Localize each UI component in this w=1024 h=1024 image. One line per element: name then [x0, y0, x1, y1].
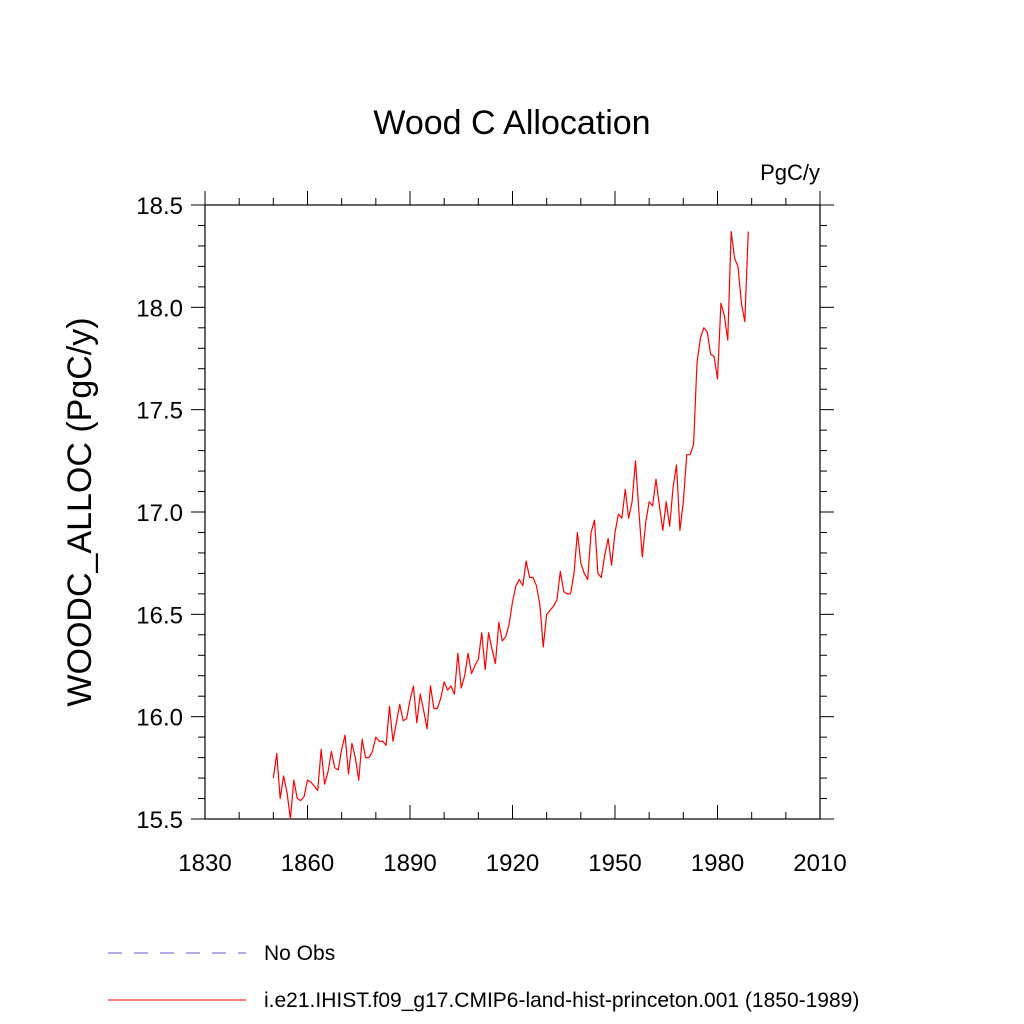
series-line	[272, 231, 749, 820]
units-label: PgC/y	[760, 160, 820, 185]
y-axis-label: WOODC_ALLOC (PgC/y)	[61, 317, 99, 706]
x-tick-label: 1920	[486, 850, 539, 877]
x-tick-label: 1860	[281, 850, 334, 877]
plot-frame	[204, 204, 821, 820]
series-layer	[272, 231, 749, 820]
y-tick-label: 17.0	[136, 500, 183, 527]
x-tick-label: 1980	[691, 850, 744, 877]
axis-ticks	[191, 191, 834, 820]
axis-tick-labels: 1830 1860 1890 1920 1950 1980 2010 15.5 16.0 16.5…	[136, 193, 846, 877]
y-tick-label: 16.0	[136, 705, 183, 732]
legend-label-no-obs: No Obs	[264, 942, 335, 965]
y-tick-label: 18.0	[136, 295, 183, 322]
y-tick-label: 16.5	[136, 602, 183, 629]
chart-title: Wood C Allocation	[373, 104, 650, 142]
x-tick-label: 1950	[588, 850, 641, 877]
legend: No Obs i.e21.IHIST.f09_g17.CMIP6-land-hi…	[108, 942, 859, 1012]
x-tick-label: 1890	[383, 850, 436, 877]
x-tick-label: 1830	[178, 850, 231, 877]
x-tick-label: 2010	[793, 850, 846, 877]
legend-label-model-run: i.e21.IHIST.f09_g17.CMIP6-land-hist-prin…	[264, 989, 859, 1012]
y-tick-label: 18.5	[136, 193, 183, 220]
y-tick-label: 17.5	[136, 398, 183, 425]
y-tick-label: 15.5	[136, 807, 183, 834]
